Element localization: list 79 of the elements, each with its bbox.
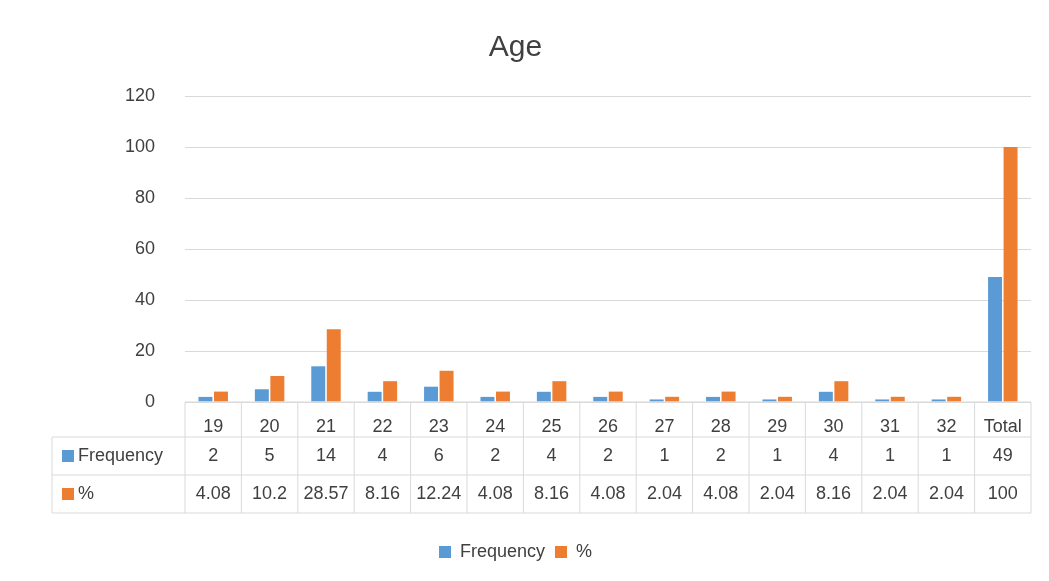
bar: [818, 391, 833, 402]
data-label: 2: [715, 444, 726, 465]
x-tick-label: 28: [710, 415, 731, 436]
data-label: 4.08: [477, 482, 513, 503]
y-tick-label: 60: [134, 237, 155, 258]
bar: [326, 329, 341, 402]
data-label: 2.04: [928, 482, 964, 503]
x-tick-label: 32: [936, 415, 957, 436]
bar: [721, 391, 736, 402]
data-label: 28.57: [303, 482, 349, 503]
bar: [383, 381, 398, 402]
x-tick-label: 24: [485, 415, 506, 436]
x-tick-label: 30: [823, 415, 844, 436]
x-tick-label: 23: [428, 415, 449, 436]
data-label: 2: [490, 444, 501, 465]
x-tick-label: 22: [372, 415, 393, 436]
data-label: 1: [941, 444, 952, 465]
y-tick-label: 20: [134, 339, 155, 360]
x-tick-label: 29: [767, 415, 788, 436]
data-label: 1: [659, 444, 670, 465]
legend-label: Frequency: [78, 444, 164, 465]
bar: [649, 399, 664, 402]
data-label: 14: [315, 444, 337, 465]
data-label: 2.04: [872, 482, 908, 503]
text: %: [78, 482, 95, 503]
data-label: 5: [264, 444, 275, 465]
data-label: 2.04: [759, 482, 795, 503]
data-label: 4.08: [195, 482, 231, 503]
x-tick-label: Total: [983, 415, 1022, 436]
bar: [834, 381, 849, 402]
data-label: 49: [992, 444, 1013, 465]
bar: [495, 391, 510, 402]
chart-title: Age: [488, 29, 543, 63]
bar: [424, 386, 439, 402]
bar: [270, 375, 285, 402]
y-tick-label: 80: [134, 186, 155, 207]
legend-label: %: [576, 540, 593, 561]
data-label: 2: [602, 444, 614, 465]
bar: [608, 391, 623, 402]
data-label: 8.16: [364, 482, 400, 503]
bar: [367, 391, 382, 402]
bar: [254, 389, 269, 402]
data-label: 8.16: [816, 482, 852, 503]
bar: [875, 399, 890, 402]
y-tick-label: 100: [124, 135, 155, 156]
bar: [1003, 147, 1018, 402]
data-label: 1: [772, 444, 783, 465]
y-tick-label: 0: [144, 390, 155, 411]
x-tick-label: 31: [879, 415, 901, 436]
bar: [213, 391, 228, 402]
bar: [762, 399, 777, 402]
data-label: 4.08: [590, 482, 626, 503]
x-tick-label: 25: [541, 415, 562, 436]
data-label: 1: [884, 444, 896, 465]
y-tick-label: 40: [134, 288, 155, 309]
data-label: 8.16: [534, 482, 570, 503]
x-tick-label: 19: [203, 415, 224, 436]
bar: [931, 399, 946, 402]
bar: [988, 277, 1003, 402]
data-label: 12.24: [416, 482, 462, 503]
y-tick-label: 120: [124, 84, 155, 105]
data-label: 2.04: [646, 482, 682, 503]
data-label: 4.08: [703, 482, 739, 503]
x-tick-label: 26: [597, 415, 619, 436]
bar: [552, 381, 567, 402]
bar: [439, 370, 454, 402]
data-label: 6: [433, 444, 444, 465]
bar: [536, 391, 551, 402]
data-label: 2: [208, 444, 219, 465]
x-tick-label: 27: [654, 415, 675, 436]
data-label: 4: [828, 444, 839, 465]
data-label: 10.2: [252, 482, 288, 503]
bar: [311, 366, 326, 402]
data-label: 4: [546, 444, 557, 465]
text: Frequency: [459, 540, 546, 561]
data-label: 100: [987, 482, 1018, 503]
x-tick-label: 20: [259, 415, 280, 436]
x-tick-label: 21: [315, 415, 337, 436]
data-label: 4: [377, 444, 388, 465]
